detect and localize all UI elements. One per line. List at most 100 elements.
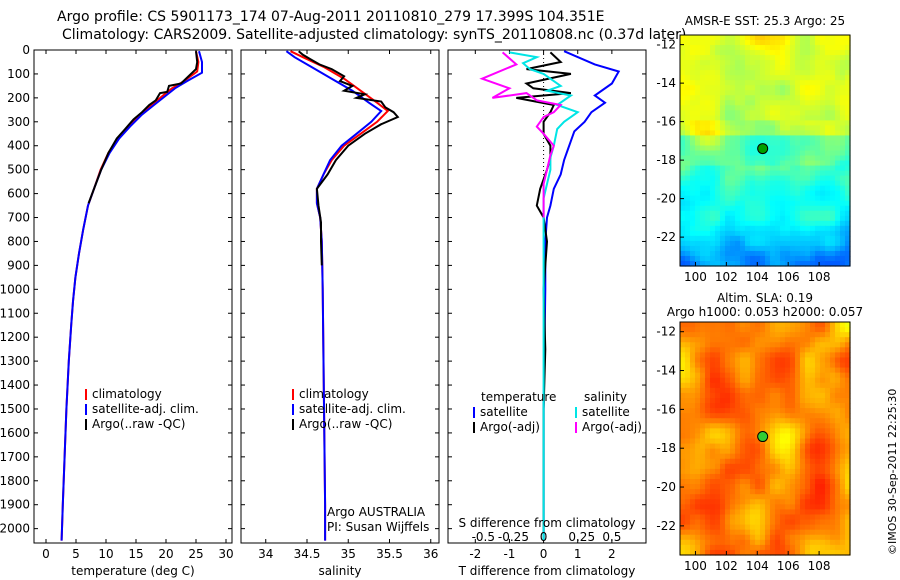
heatmap-cell	[735, 352, 741, 359]
heatmap-cell	[785, 529, 791, 536]
heatmap-cell	[780, 230, 786, 237]
heatmap-cell	[840, 463, 846, 470]
heatmap-cell	[815, 145, 821, 152]
heatmap-cell	[705, 337, 711, 343]
heatmap-cell	[710, 155, 716, 162]
heatmap-cell	[835, 205, 841, 212]
heatmap-cell	[805, 397, 811, 404]
heatmap-cell	[715, 160, 721, 167]
heatmap-cell	[805, 125, 811, 132]
heatmap-cell	[765, 120, 771, 126]
heatmap-cell	[745, 55, 751, 61]
heatmap-cell	[810, 75, 816, 81]
heatmap-cell	[735, 65, 741, 71]
heatmap-cell	[840, 387, 846, 394]
heatmap-cell	[705, 175, 711, 182]
heatmap-cell	[840, 120, 846, 126]
heatmap-cell	[760, 529, 766, 536]
heatmap-cell	[760, 463, 766, 470]
heatmap-cell	[735, 387, 741, 394]
heatmap-cell	[745, 443, 751, 450]
heatmap-cell	[710, 240, 716, 247]
heatmap-cell	[840, 55, 846, 61]
heatmap-cell	[690, 170, 696, 177]
heatmap-cell	[745, 215, 751, 222]
heatmap-cell	[820, 549, 826, 556]
heatmap-cell	[690, 504, 696, 511]
heatmap-cell	[700, 423, 706, 429]
heatmap-cell	[700, 342, 706, 348]
heatmap-cell	[780, 200, 786, 207]
heatmap-cell	[730, 260, 736, 267]
heatmap-cell	[805, 377, 811, 384]
heatmap-cell	[690, 145, 696, 152]
heatmap-cell	[695, 110, 701, 116]
heatmap-cell	[715, 245, 721, 252]
heatmap-cell	[785, 479, 791, 485]
heatmap-cell	[815, 489, 821, 495]
heatmap-cell	[680, 190, 686, 197]
heatmap-cell	[680, 215, 686, 222]
heatmap-cell	[765, 115, 771, 121]
heatmap-cell	[705, 75, 711, 81]
difference-panel: -2 -1 0 1 2T difference from climatologytemp…	[447, 49, 647, 578]
heatmap-cell	[715, 200, 721, 207]
heatmap-cell	[820, 367, 826, 374]
heatmap-cell	[740, 170, 746, 177]
legend-title-salinity: salinity	[584, 390, 627, 404]
heatmap-cell	[825, 165, 831, 172]
heatmap-cell	[690, 549, 696, 556]
heatmap-cell	[800, 347, 806, 353]
heatmap-cell	[815, 45, 821, 51]
heatmap-cell	[805, 463, 811, 470]
heatmap-cell	[775, 377, 781, 384]
heatmap-cell	[750, 210, 756, 217]
heatmap-cell	[715, 413, 721, 419]
heatmap-cell	[685, 514, 691, 521]
heatmap-cell	[705, 215, 711, 222]
heatmap-cell	[810, 165, 816, 172]
heatmap-cell	[740, 220, 746, 227]
heatmap-cell	[685, 145, 691, 152]
heatmap-cell	[695, 377, 701, 384]
figure-title-line1: Argo profile: CS 5901173_174 07-Aug-2011…	[57, 9, 605, 25]
heatmap-cell	[775, 423, 781, 429]
heatmap-cell	[810, 60, 816, 66]
heatmap-cell	[740, 140, 746, 147]
heatmap-cell	[690, 210, 696, 217]
heatmap-cell	[750, 250, 756, 257]
heatmap-cell	[695, 260, 701, 267]
heatmap-cell	[805, 45, 811, 51]
heatmap-cell	[765, 342, 771, 348]
heatmap-cell	[815, 453, 821, 460]
heatmap-cell	[695, 160, 701, 167]
heatmap-cell	[840, 75, 846, 81]
heatmap-cell	[770, 484, 776, 490]
heatmap-cell	[725, 347, 731, 353]
heatmap-cell	[790, 544, 796, 551]
heatmap-cell	[680, 140, 686, 147]
heatmap-cell	[750, 80, 756, 86]
heatmap-cell	[740, 185, 746, 192]
heatmap-cell	[770, 362, 776, 369]
heatmap-cell	[740, 494, 746, 500]
heatmap-cell	[755, 489, 761, 495]
heatmap-cell	[745, 489, 751, 495]
heatmap-cell	[685, 362, 691, 369]
heatmap-cell	[725, 135, 731, 142]
heatmap-cell	[760, 110, 766, 116]
heatmap-cell	[830, 35, 836, 41]
heatmap-cell	[790, 200, 796, 207]
heatmap-cell	[820, 35, 826, 41]
heatmap-cell	[745, 195, 751, 202]
heatmap-cell	[825, 220, 831, 227]
heatmap-cell	[840, 45, 846, 51]
heatmap-cell	[810, 205, 816, 212]
heatmap-cell	[690, 70, 696, 76]
heatmap-cell	[790, 75, 796, 81]
heatmap-cell	[785, 332, 791, 338]
heatmap-cell	[790, 260, 796, 267]
heatmap-cell	[845, 509, 851, 516]
heatmap-cell	[720, 45, 726, 51]
heatmap-cell	[770, 352, 776, 359]
